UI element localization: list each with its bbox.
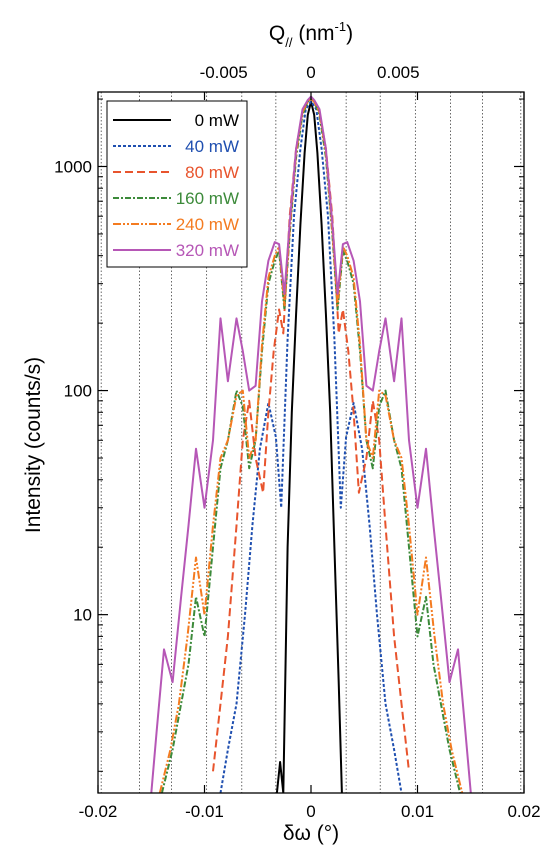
y-tick-label: 1000: [54, 157, 92, 176]
legend-label: 320 mW: [176, 241, 239, 260]
y-tick-label: 10: [73, 606, 92, 625]
legend-label: 0 mW: [195, 111, 239, 130]
legend-label: 40 mW: [185, 137, 239, 156]
legend: 0 mW 40 mW 80 mW 160 mW 240 mW 320 mW: [106, 100, 248, 268]
legend-label: 160 mW: [176, 189, 239, 208]
top-tick-label: 0: [306, 63, 315, 82]
y-axis-label: Intensity (counts/s): [22, 357, 45, 533]
legend-box: [106, 100, 248, 268]
top-axis-label: Q// (nm-1): [269, 19, 353, 50]
y-tick-label: 100: [64, 382, 92, 401]
x-axis-label: δω (°): [283, 822, 339, 845]
x-tick-label: 0.01: [401, 802, 434, 821]
top-tick-label: -0.005: [200, 63, 248, 82]
x-tick-label: 0.02: [507, 802, 540, 821]
legend-label: 80 mW: [185, 163, 239, 182]
series-line-80-mw: [212, 98, 410, 772]
series-line-0-mw: [275, 100, 343, 793]
x-tick-label: -0.02: [79, 802, 118, 821]
series-line-240-mw: [158, 98, 464, 793]
series-line-40-mw: [219, 100, 403, 793]
x-tick-label: 0: [306, 802, 315, 821]
legend-label: 240 mW: [176, 215, 239, 234]
axes: -0.02 -0.01 0 0.01 0.02 10 100 1000 -0.005 0 0.005: [54, 63, 540, 821]
top-tick-label: 0.005: [377, 63, 420, 82]
x-tick-label: -0.01: [185, 802, 224, 821]
